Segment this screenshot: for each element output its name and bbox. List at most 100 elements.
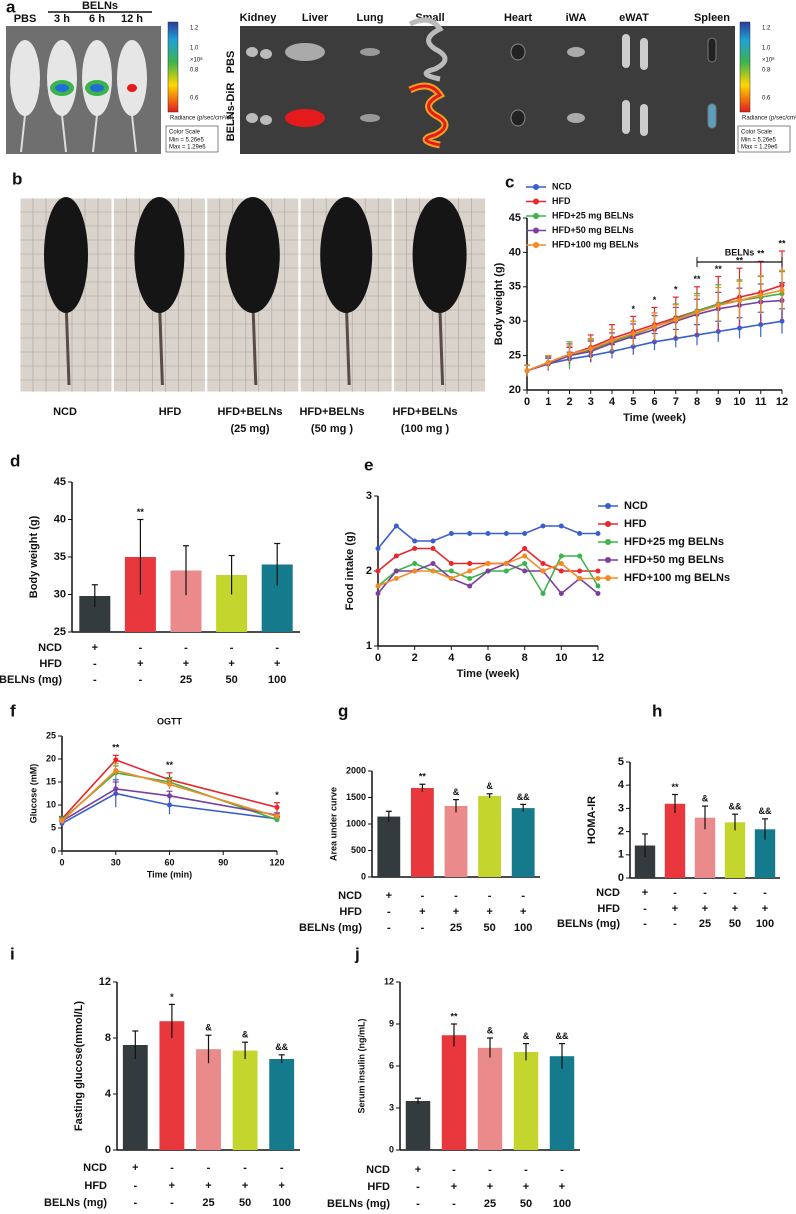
photo-label: HFD <box>159 406 182 418</box>
row-label: BELNs-DiR <box>225 83 237 142</box>
y-tick-label: 12 <box>99 976 111 988</box>
x-tick-label: 4 <box>448 652 455 664</box>
condition-cell: + <box>732 903 738 915</box>
x-tick-label: 120 <box>269 857 284 867</box>
scale-title: Radiance (p/sec/cm²/sr) <box>742 116 796 122</box>
significance: ** <box>693 274 701 284</box>
marker <box>540 561 546 566</box>
scale-tick: 1.0 <box>762 46 771 52</box>
organ <box>260 115 272 125</box>
series-line <box>377 562 599 595</box>
organ <box>285 43 325 61</box>
organ-label: Spleen <box>694 12 730 24</box>
y-tick-label: 5 <box>51 822 56 832</box>
marker <box>588 346 594 352</box>
condition-cell: + <box>487 1181 493 1193</box>
y-tick-label: 5 <box>618 756 624 768</box>
y-tick-label: 3 <box>618 802 624 814</box>
mouse <box>44 197 88 313</box>
marker <box>274 814 280 819</box>
y-tick-label: 35 <box>54 551 66 563</box>
bar <box>122 1045 148 1150</box>
marker <box>393 568 399 574</box>
condition-label: NCD <box>83 1162 107 1174</box>
condition-cell: - <box>643 918 647 930</box>
condition-cell: 50 <box>225 674 237 686</box>
scale-tick: 0.8 <box>762 68 771 74</box>
x-tick-label: 6 <box>485 652 491 664</box>
condition-cell: + <box>242 1180 248 1192</box>
y-tick-label: 1 <box>618 849 624 861</box>
condition-cell: 50 <box>483 922 495 934</box>
condition-label: HFD <box>84 1180 107 1192</box>
x-tick-label: 11 <box>755 396 767 408</box>
condition-cell: + <box>205 1180 211 1192</box>
condition-cell: + <box>523 1181 529 1193</box>
bar <box>478 795 502 877</box>
organ <box>510 43 526 61</box>
condition-cell: - <box>421 922 425 934</box>
y-tick-label: 1000 <box>346 818 366 828</box>
marker <box>430 568 436 574</box>
condition-cell: - <box>93 658 97 670</box>
mouse-tail <box>131 114 137 153</box>
y-tick-label: 500 <box>351 845 366 855</box>
legend-marker <box>605 539 611 545</box>
significance: ** <box>757 249 765 259</box>
bar <box>232 1050 258 1150</box>
mouse <box>412 197 467 313</box>
condition-cell: - <box>243 1162 247 1174</box>
organ-label: Lung <box>357 12 384 24</box>
mouse-tail <box>61 114 67 153</box>
condition-label: BELNs (mg) <box>0 674 62 686</box>
marker <box>595 531 601 536</box>
marker <box>694 309 700 315</box>
significance: * <box>631 304 635 314</box>
scale-tick: 1.0 <box>190 46 199 52</box>
x-tick-label: 0 <box>375 652 381 664</box>
scale-line: Max = 1.29e6 <box>741 145 778 151</box>
scale-tick: 0.8 <box>190 68 199 74</box>
marker <box>758 322 764 328</box>
bar <box>724 822 746 878</box>
legend-marker <box>533 213 539 219</box>
y-tick-label: 20 <box>46 753 56 763</box>
y-tick-label: 30 <box>54 588 66 600</box>
condition-cell: + <box>132 1162 138 1174</box>
significance: && <box>556 1031 569 1041</box>
legend-marker <box>605 557 611 563</box>
marker <box>595 568 601 574</box>
marker <box>467 576 473 581</box>
condition-label: HFD <box>597 903 620 915</box>
panel-letter: j <box>354 944 360 963</box>
condition-cell: 50 <box>729 918 741 930</box>
y-tick-label: 0 <box>105 1144 111 1156</box>
condition-cell: - <box>93 674 97 686</box>
mouse <box>82 40 112 116</box>
panel-letter: d <box>10 451 20 470</box>
marker <box>485 531 491 536</box>
scale-unit: ×10⁸ <box>190 57 203 64</box>
x-tick-label: 12 <box>776 396 788 408</box>
significance: ** <box>736 256 744 266</box>
marker <box>577 553 583 559</box>
condition-cell: - <box>673 887 677 899</box>
condition-cell: - <box>170 1197 174 1209</box>
marker <box>715 302 721 308</box>
x-tick-label: 9 <box>715 396 721 408</box>
mouse-tail <box>438 299 445 386</box>
y-tick-label: 45 <box>509 212 521 224</box>
bar <box>477 1047 503 1150</box>
scale-unit: ×10⁸ <box>762 57 775 64</box>
marker <box>522 553 528 559</box>
panel-letter: f <box>10 701 16 720</box>
marker <box>485 561 491 566</box>
y-tick-label: 0 <box>51 845 56 855</box>
condition-label: BELNs (mg) <box>299 922 362 934</box>
series-line <box>377 524 598 550</box>
x-tick-label: 0 <box>524 396 530 408</box>
marker <box>540 591 546 596</box>
condition-cell: 25 <box>180 674 192 686</box>
legend-marker <box>533 184 539 190</box>
y-tick-label: 35 <box>509 281 521 293</box>
